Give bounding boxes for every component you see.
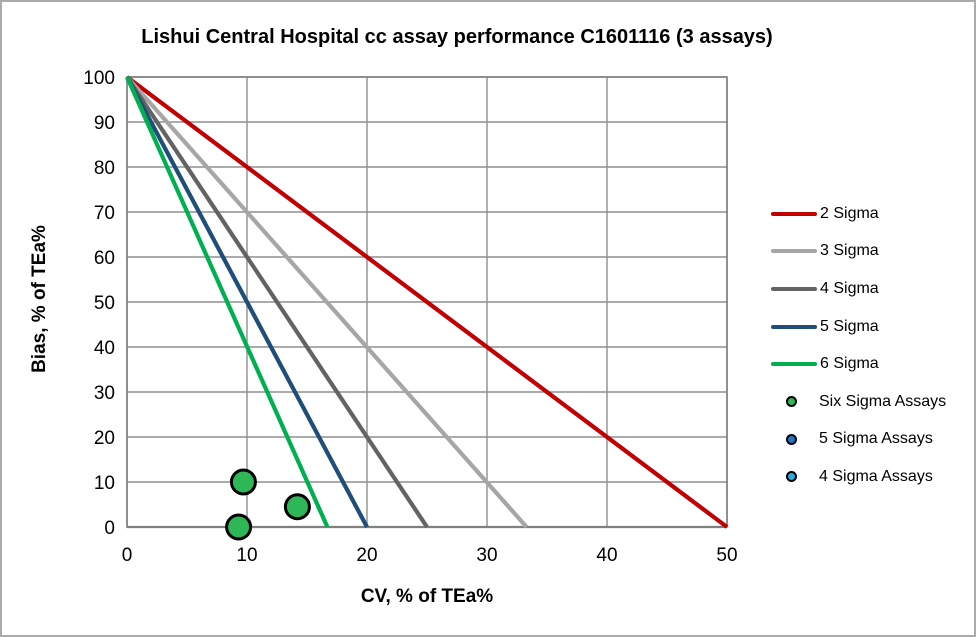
x-tick-label: 30 (476, 545, 497, 566)
legend-item-5-sigma-assays: 5 Sigma Assays (767, 421, 972, 459)
data-point-six-sigma-assays (229, 468, 257, 496)
legend-label: 4 Sigma (820, 279, 879, 297)
sigma-line-3-sigma (125, 75, 529, 529)
legend-line-swatch-icon (771, 362, 817, 367)
legend-item-4-sigma-assays: 4 Sigma Assays (767, 458, 972, 496)
x-tick-label: 0 (122, 545, 133, 566)
legend-marker-icon (786, 433, 797, 445)
x-axis-title: CV, % of TEa% (360, 586, 494, 607)
legend-label: 2 Sigma (820, 204, 879, 222)
sigma-line-5-sigma (125, 76, 369, 528)
y-tick-label: 60 (94, 248, 115, 269)
y-tick-label: 20 (94, 428, 115, 449)
legend-line-swatch-icon (771, 286, 817, 291)
legend-item-3-sigma: 3 Sigma (767, 233, 972, 271)
x-tick-label: 10 (236, 545, 257, 566)
legend-label: 5 Sigma Assays (819, 430, 933, 448)
y-tick-label: 90 (94, 113, 115, 134)
legend-label: 5 Sigma (820, 317, 879, 335)
legend-line-swatch-icon (771, 211, 817, 216)
chart-title: Lishui Central Hospital cc assay perform… (141, 26, 773, 48)
y-tick-label: 0 (104, 518, 115, 539)
x-tick-label: 50 (716, 545, 737, 566)
legend-item-six-sigma-assays: Six Sigma Assays (767, 383, 972, 421)
legend-label: Six Sigma Assays (819, 392, 947, 410)
y-tick-label: 80 (94, 158, 115, 179)
legend-item-6-sigma: 6 Sigma (767, 345, 972, 383)
x-tick-label: 20 (356, 545, 377, 566)
data-point-six-sigma-assays (283, 493, 311, 521)
sigma-line-4-sigma (125, 75, 429, 529)
y-tick-label: 50 (94, 293, 115, 314)
sigma-line-2-sigma (125, 75, 729, 529)
y-tick-label: 40 (94, 338, 115, 359)
legend-item-2-sigma: 2 Sigma (767, 195, 972, 233)
legend-label: 4 Sigma Assays (819, 467, 933, 485)
y-tick-label: 100 (83, 68, 115, 89)
legend-line-swatch-icon (771, 249, 817, 254)
legend-label: 3 Sigma (820, 242, 879, 260)
legend-marker-icon (786, 396, 797, 408)
y-tick-label: 70 (94, 203, 115, 224)
legend-label: 6 Sigma (820, 355, 879, 373)
data-point-six-sigma-assays (225, 513, 253, 541)
y-tick-label: 10 (94, 473, 115, 494)
chart-legend: 2 Sigma 3 Sigma 4 Sigma 5 Sigma 6 Sigma Six S… (767, 195, 972, 496)
legend-item-4-sigma: 4 Sigma (767, 270, 972, 308)
sigma-line-6-sigma (125, 76, 330, 528)
legend-marker-icon (786, 471, 797, 483)
y-tick-label: 30 (94, 383, 115, 404)
legend-line-swatch-icon (771, 324, 817, 329)
legend-item-5-sigma: 5 Sigma (767, 308, 972, 346)
x-tick-label: 40 (596, 545, 617, 566)
